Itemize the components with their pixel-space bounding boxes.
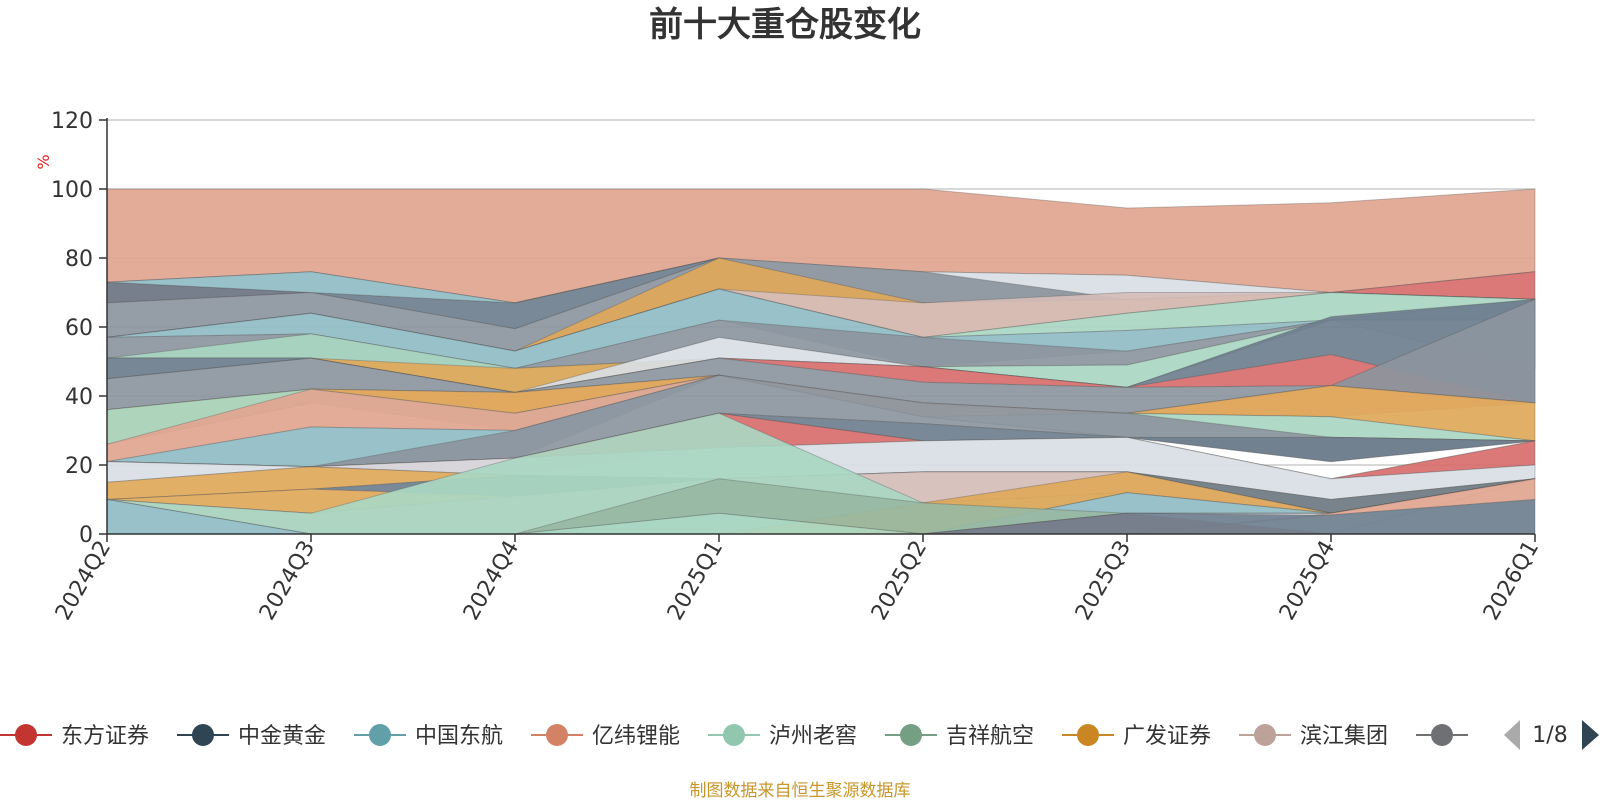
x-tick-label: 2025Q1 [663,537,728,625]
y-axis-unit: % [34,154,53,169]
x-tick-label: 2025Q3 [1071,537,1136,625]
y-tick-label: 120 [51,109,93,134]
legend-label: 中国东航 [415,724,503,749]
y-tick-label: 100 [51,178,93,203]
chart-title: 前十大重仓股变化 [649,5,921,45]
legend-label: 吉祥航空 [946,724,1034,749]
legend-label: 亿纬锂能 [592,724,680,749]
legend-marker-icon [1254,724,1276,746]
legend-marker-icon [192,724,214,746]
legend-item[interactable]: 东方证券 [0,724,149,749]
legend-page: 1/8 [1532,723,1567,748]
legend-marker-icon [723,724,745,746]
legend-item[interactable] [1416,724,1468,746]
source-note: 制图数据来自恒生聚源数据库 [690,781,911,800]
legend-marker-icon [1077,724,1099,746]
x-tick-label: 2025Q2 [867,537,932,625]
legend-marker-icon [369,724,391,746]
y-tick-label: 40 [65,385,93,410]
legend: 东方证券 中金黄金 中国东航 亿纬锂能 泸州老窖 吉祥航空 广发证券 滨江集团 [0,724,1468,749]
legend-label: 滨江集团 [1300,724,1388,749]
x-tick-label: 2024Q3 [255,537,320,625]
x-tick-label: 2026Q1 [1479,537,1544,625]
y-tick-label: 60 [65,316,93,341]
legend-item[interactable]: 滨江集团 [1239,724,1388,749]
area-layers [106,188,1536,535]
legend-marker-icon [900,724,922,746]
y-tick-label: 0 [79,523,93,548]
legend-item[interactable]: 中国东航 [354,724,503,749]
legend-label: 中金黄金 [238,724,326,749]
legend-marker-icon [546,724,568,746]
x-tick-label: 2024Q2 [51,537,116,625]
legend-label: 泸州老窖 [769,724,857,749]
x-tick-label: 2024Q4 [459,537,524,625]
y-tick-label: 80 [65,247,93,272]
y-tick-label: 20 [65,454,93,479]
legend-next-icon[interactable] [1582,720,1599,750]
legend-label: 广发证券 [1123,724,1211,749]
x-tick-label: 2025Q4 [1275,537,1340,625]
legend-item[interactable]: 吉祥航空 [885,724,1034,749]
legend-item[interactable]: 亿纬锂能 [531,724,680,749]
legend-item[interactable]: 中金黄金 [177,724,326,749]
legend-marker-icon [15,724,37,746]
legend-prev-icon[interactable] [1504,720,1520,750]
legend-marker-icon [1431,724,1453,746]
legend-item[interactable]: 广发证券 [1062,724,1211,749]
legend-pager: 1/8 [1504,720,1599,750]
legend-item[interactable]: 泸州老窖 [708,724,857,749]
legend-label: 东方证券 [61,724,149,749]
